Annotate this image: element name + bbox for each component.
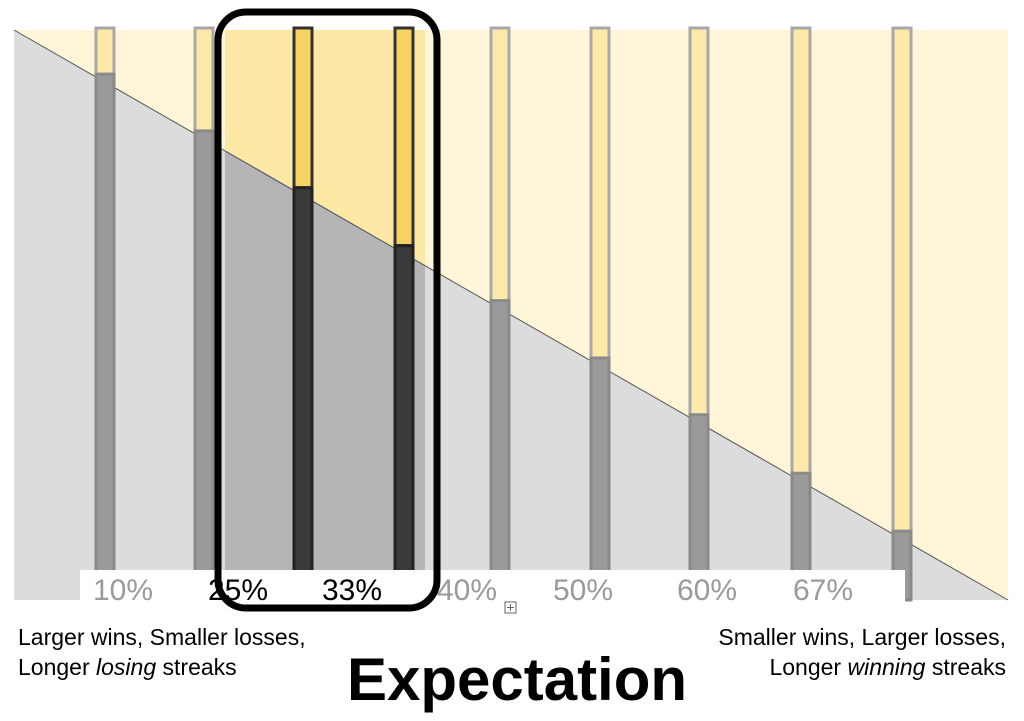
text: streaks — [925, 654, 1006, 680]
right-caption-line2: Longer winning streaks — [769, 654, 1006, 680]
bar-bottom — [292, 186, 314, 602]
right-caption-line1: Smaller wins, Larger losses, — [718, 624, 1006, 650]
bar-top — [193, 26, 215, 133]
bar-bottom — [94, 72, 116, 602]
anchor-icon-plus — [507, 604, 514, 611]
diagonal — [13, 29, 1009, 601]
percent-label: 67% — [793, 574, 853, 607]
bar-bottom — [489, 299, 511, 602]
emphasis: winning — [847, 654, 925, 680]
text: Longer — [769, 654, 847, 680]
bar-top — [589, 26, 611, 360]
title: Expectation — [347, 646, 687, 713]
highlight-win-region — [225, 30, 425, 265]
highlight-box — [214, 8, 441, 612]
left-caption-line2: Longer losing streaks — [18, 654, 237, 680]
bar-bottom — [393, 244, 415, 602]
percent-label: 40% — [437, 574, 497, 607]
percent-label: 60% — [677, 574, 737, 607]
percent-label: 33% — [322, 574, 382, 607]
percent-label: 50% — [553, 574, 613, 607]
left-caption-line1: Larger wins, Smaller losses, — [18, 624, 306, 650]
text: Longer — [18, 654, 96, 680]
highlight-loss-region — [225, 150, 425, 600]
text: streaks — [156, 654, 237, 680]
bar-top — [489, 26, 511, 303]
bar-top — [292, 26, 314, 190]
bar-top — [94, 26, 116, 76]
bar-bottom — [589, 356, 611, 602]
bar-bottom — [193, 129, 215, 602]
percent-label: 10% — [93, 574, 153, 607]
bar-top — [790, 26, 812, 475]
emphasis: losing — [96, 654, 156, 680]
bar-top — [891, 26, 913, 533]
bar-top — [393, 26, 415, 248]
bar-top — [688, 26, 710, 417]
